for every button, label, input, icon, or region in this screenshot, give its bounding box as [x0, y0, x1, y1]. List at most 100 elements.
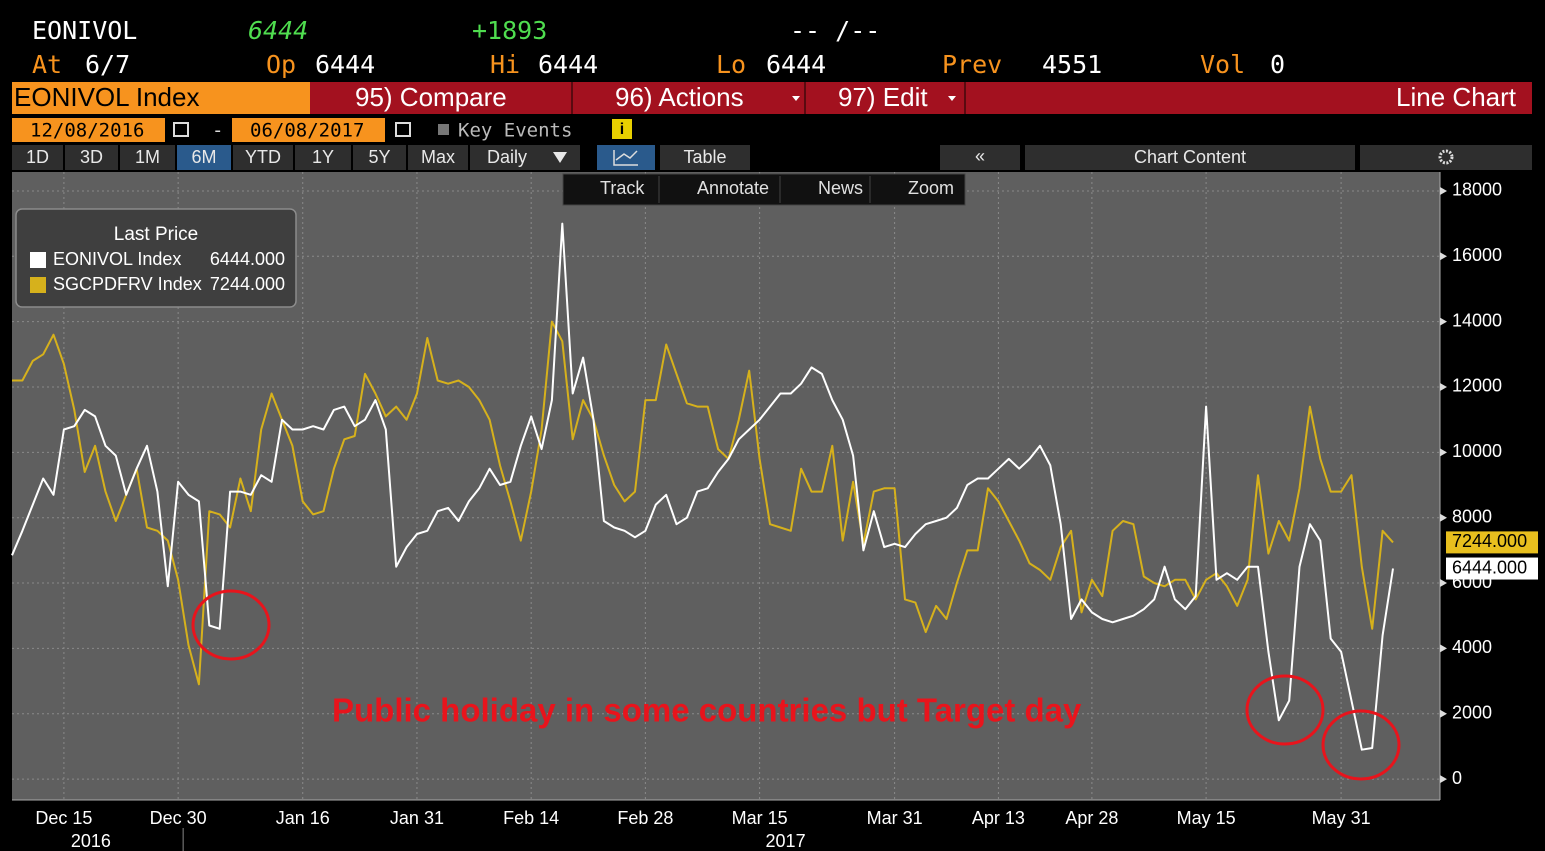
low-value: 6444 [766, 50, 826, 79]
table-button[interactable] [660, 145, 750, 170]
tool-label[interactable]: Annotate [697, 178, 769, 198]
grid [12, 172, 1440, 800]
legend-name: SGCPDFRV Index [53, 274, 202, 294]
legend-value: 7244.000 [210, 274, 285, 294]
x-tick-label: Feb 14 [503, 808, 559, 828]
info-icon[interactable] [612, 119, 632, 139]
y-tick-mark [1440, 317, 1447, 326]
chart-content-button[interactable] [1025, 145, 1355, 170]
key-events[interactable]: Key Events [458, 120, 572, 142]
tools: Track Annotate News Zoom [600, 176, 954, 203]
y-tick-label: 16000 [1452, 245, 1502, 265]
legend-name: EONIVOL Index [53, 249, 181, 269]
y-tick-mark [1440, 709, 1447, 718]
annotation: Public holiday in some countries but Tar… [332, 692, 1082, 729]
collapse-button[interactable] [940, 145, 1020, 170]
last-value-label: 6444.000 [1452, 557, 1527, 577]
period-button[interactable] [233, 145, 293, 170]
end-date-box[interactable] [232, 118, 385, 142]
checkbox[interactable] [438, 124, 449, 135]
collapse-label[interactable]: « [975, 146, 985, 166]
y-tick-mark [1440, 579, 1447, 588]
ticker: EONIVOL [32, 16, 137, 45]
prev-label: Prev [942, 50, 1002, 79]
period-label[interactable]: 1D [26, 147, 49, 167]
x-tick-label: Dec 30 [150, 808, 207, 828]
period-button[interactable] [408, 145, 468, 170]
y-tick-label: 10000 [1452, 441, 1502, 461]
period-button[interactable] [12, 145, 63, 170]
legend-title: Last Price [114, 224, 198, 245]
button-row: 1D 3D 1M 6M YTD 1Y 5Y Max Daily Table « Chart Conte… [12, 145, 1532, 170]
high-value: 6444 [538, 50, 598, 79]
y-tick-label: 14000 [1452, 310, 1502, 330]
y-tick-label: 8000 [1452, 506, 1492, 526]
x-tick-label: Mar 31 [867, 808, 923, 828]
frequency-label[interactable]: Daily [487, 147, 527, 167]
y-tick-mark [1440, 382, 1447, 391]
highlight-circle [191, 589, 271, 661]
dropdown-arrow [792, 96, 800, 101]
chart-content-label[interactable]: Chart Content [1134, 147, 1246, 167]
calendar-icon[interactable] [173, 122, 189, 137]
period-button[interactable] [295, 145, 351, 170]
x-tick-label: Dec 15 [35, 808, 92, 828]
period-button[interactable] [177, 145, 231, 170]
chart-type-button[interactable] [597, 145, 655, 170]
lines [11, 222, 1394, 751]
view-name: Line Chart [1396, 82, 1517, 112]
period-label[interactable]: 1Y [312, 147, 334, 167]
legend-value: 6444.000 [210, 249, 285, 269]
bid-ask: -- /-- [790, 16, 880, 45]
actions-menu[interactable]: 96) Actions [615, 82, 744, 112]
start-date[interactable]: 12/08/2016 [30, 120, 144, 142]
last-price: 6444 [248, 16, 308, 45]
series-line [11, 222, 1394, 751]
y-tick-mark [1440, 775, 1447, 784]
tool-label[interactable]: News [818, 178, 863, 198]
vol-value: 0 [1270, 50, 1285, 79]
x-tick-label: Jan 16 [276, 808, 330, 828]
legend-swatch [30, 252, 46, 268]
period-button[interactable] [65, 145, 118, 170]
y-tick-mark [1440, 186, 1447, 195]
period-label[interactable]: 3D [80, 147, 103, 167]
last-value-tag [1446, 531, 1538, 554]
period-button[interactable] [120, 145, 175, 170]
period-label[interactable]: 5Y [368, 147, 390, 167]
high-label: Hi [490, 50, 520, 79]
period-button[interactable] [353, 145, 406, 170]
open-value: 6444 [315, 50, 375, 79]
last-value-label: 7244.000 [1452, 531, 1527, 551]
compare-menu[interactable]: 95) Compare [355, 82, 507, 112]
legend-box [15, 208, 297, 308]
y-tick-label: 4000 [1452, 637, 1492, 657]
x-tick-label: Feb 28 [617, 808, 673, 828]
y-tick-label: 12000 [1452, 376, 1502, 396]
period-label[interactable]: YTD [245, 147, 281, 167]
security-name[interactable]: EONIVOL Index [14, 82, 199, 112]
x-tick-label: Apr 28 [1065, 808, 1118, 828]
security-box[interactable] [12, 82, 310, 114]
period-label[interactable]: Max [421, 147, 455, 167]
x-year-label: 2017 [766, 831, 806, 851]
low-label: Lo [716, 50, 746, 79]
x-tick-label: May 15 [1177, 808, 1236, 828]
edit-menu[interactable]: 97) Edit [838, 82, 928, 112]
period-label[interactable]: 6M [191, 147, 216, 167]
change: +1893 [472, 16, 547, 45]
gear-icon [1438, 149, 1454, 165]
right-axis-area [1440, 172, 1545, 851]
y-tick-label: 2000 [1452, 702, 1492, 722]
dropdown-arrow [948, 96, 956, 101]
tool-label[interactable]: Zoom [908, 178, 954, 198]
table-label[interactable]: Table [683, 147, 726, 167]
period-label[interactable]: 1M [135, 147, 160, 167]
tool-label[interactable]: Track [600, 178, 645, 198]
end-date[interactable]: 06/08/2017 [250, 120, 364, 142]
highlight-circle [1245, 674, 1325, 746]
settings-button[interactable] [1360, 145, 1532, 170]
series-line [12, 320, 1394, 686]
calendar-icon[interactable] [395, 122, 411, 137]
start-date-box[interactable] [12, 118, 165, 142]
